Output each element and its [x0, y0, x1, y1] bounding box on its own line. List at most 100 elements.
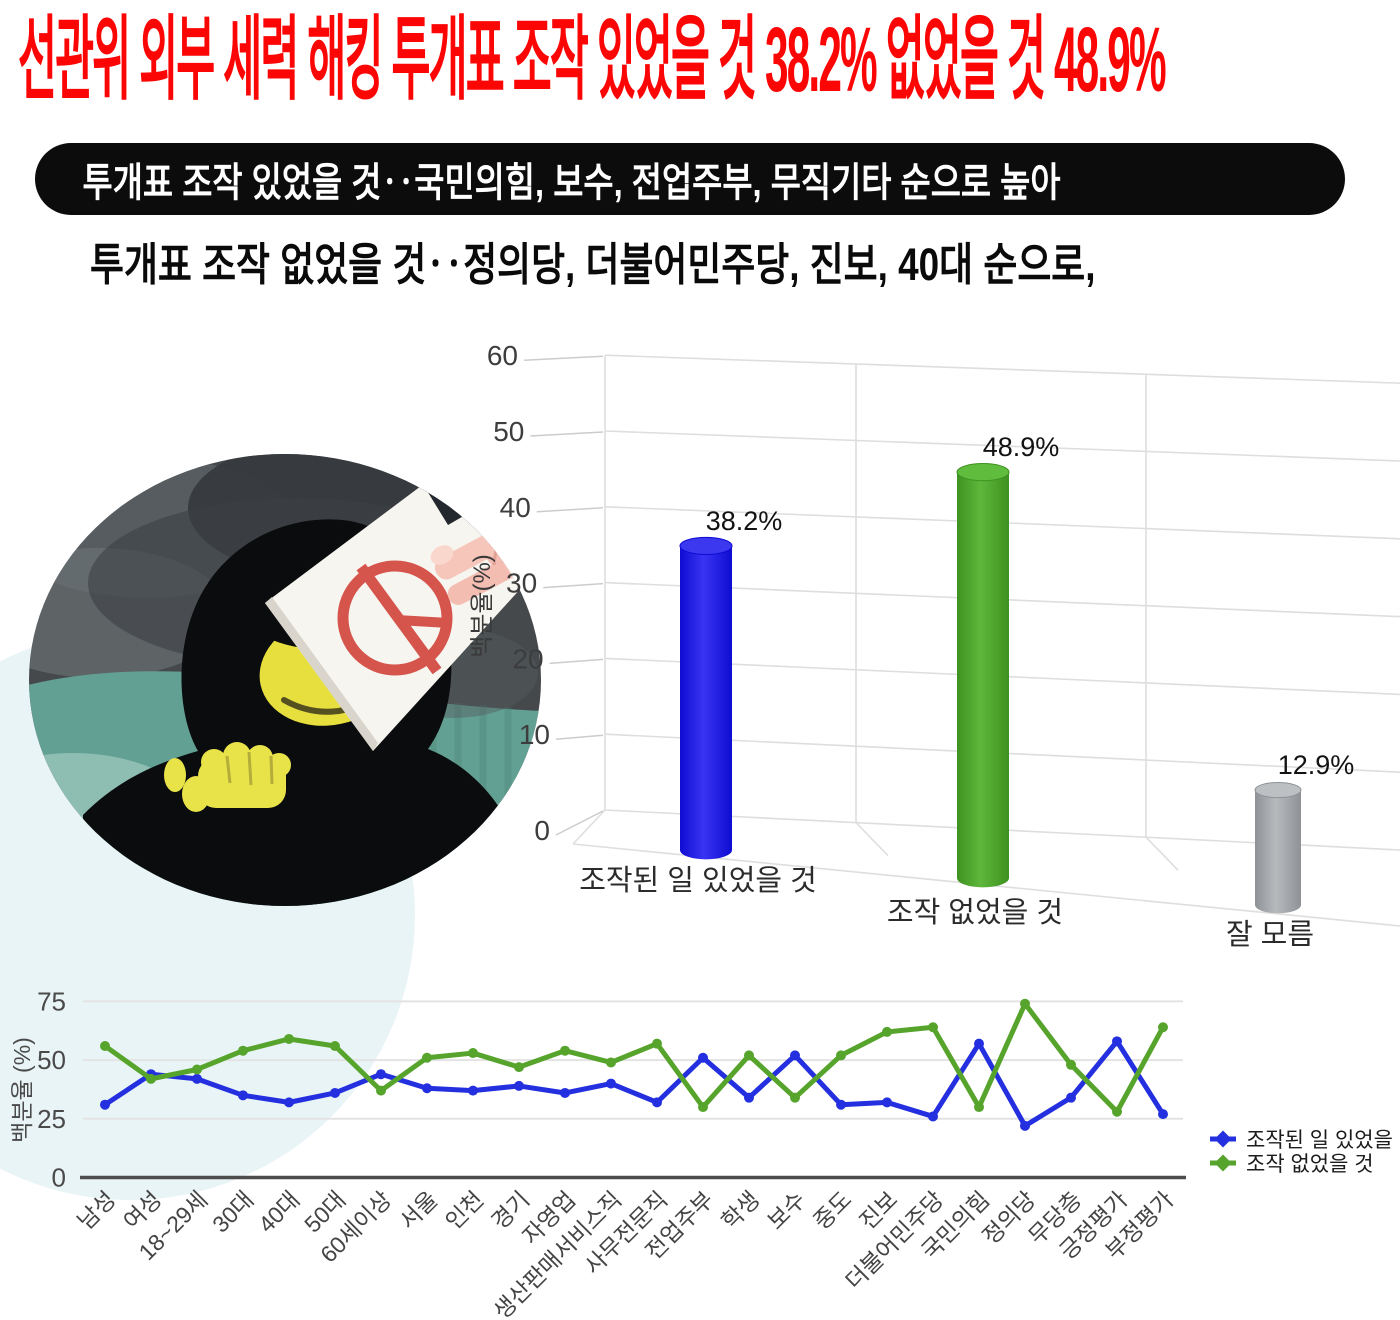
data-point — [422, 1052, 432, 1063]
y-tick-label: 20 — [512, 643, 543, 674]
y-tick — [549, 658, 604, 665]
data-point — [1020, 1120, 1030, 1131]
data-point — [974, 1102, 984, 1113]
cylinder-bar — [957, 472, 1009, 888]
data-point — [652, 1038, 662, 1049]
legend-label: 조작된 일 있었을 것 — [1246, 1129, 1400, 1152]
data-point — [652, 1097, 662, 1108]
y-tick-label: 40 — [500, 492, 531, 523]
data-point — [1066, 1059, 1076, 1070]
series-조작 없었을 것 — [100, 998, 1168, 1117]
line-y-axis-label: 백분율 (%) — [9, 1037, 35, 1143]
y-tick-label: 0 — [52, 1163, 66, 1193]
bar-value-label: 48.9% — [983, 432, 1060, 462]
data-point — [192, 1073, 202, 1084]
bar-category-label: 조작된 일 있었을 것 — [579, 865, 817, 897]
ballot-edge-shadow — [265, 597, 378, 751]
data-point — [836, 1099, 846, 1110]
y-tick-label: 75 — [37, 986, 66, 1016]
y-tick — [543, 582, 604, 589]
cylinder-top — [1254, 781, 1302, 799]
data-point — [974, 1038, 984, 1049]
data-point — [928, 1022, 938, 1033]
subtitle: 투개표 조작 없었을 것‥정의당, 더불어민주당, 진보, 40대 순으로, — [90, 239, 1096, 290]
data-point — [468, 1048, 478, 1059]
data-point — [698, 1052, 708, 1063]
data-point — [1020, 998, 1030, 1009]
data-point — [606, 1057, 616, 1068]
bar3d-y-axis-label: 백분율(%) — [469, 554, 496, 658]
data-point — [1158, 1022, 1168, 1033]
data-point — [468, 1085, 478, 1096]
x-category-label: 중도 — [808, 1186, 856, 1234]
data-point — [1158, 1109, 1168, 1120]
x-category-label: 보수 — [762, 1186, 810, 1234]
data-point — [192, 1064, 202, 1075]
series-line — [102, 1001, 1166, 1115]
data-point — [882, 1097, 892, 1108]
y-tick-label: 50 — [493, 416, 524, 447]
data-point — [698, 1102, 708, 1113]
data-point — [422, 1083, 432, 1094]
y-tick-label: 25 — [37, 1104, 66, 1134]
fist-finger-lines — [225, 751, 274, 786]
data-point — [284, 1097, 294, 1108]
data-point — [238, 1090, 248, 1101]
y-tick-label: 0 — [534, 815, 550, 846]
data-point — [514, 1080, 524, 1091]
y-tick-label: 10 — [519, 719, 550, 750]
data-point — [376, 1085, 386, 1096]
data-point — [836, 1050, 846, 1061]
cylinder-top — [956, 463, 1010, 482]
data-point — [1112, 1106, 1122, 1117]
data-point — [284, 1033, 294, 1044]
data-point — [100, 1041, 110, 1052]
x-category-label: 40대 — [253, 1186, 304, 1237]
data-point — [1112, 1036, 1122, 1047]
bar-value-label: 12.9% — [1278, 750, 1355, 780]
series-line — [102, 1038, 1166, 1129]
data-point — [882, 1026, 892, 1037]
data-point — [330, 1087, 340, 1098]
data-point — [790, 1050, 800, 1061]
data-point — [560, 1045, 570, 1056]
legend-marker-diamond — [1214, 1130, 1232, 1148]
x-category-label: 남성 — [72, 1186, 120, 1234]
bar3d-chart: 0 10 20 30 40 50 60 백분율(%) 38.2% 조작된 일 있었을 것 48.9%… — [469, 340, 1400, 951]
cylinder-bar — [1255, 790, 1301, 914]
y-tick-label: 60 — [487, 340, 518, 371]
y-tick-label: 30 — [506, 568, 537, 599]
banner-text: 투개표 조작 있었을 것‥국민의힘, 보수, 전업주부, 무직기타 순으로 높아 — [82, 161, 1061, 205]
data-point — [376, 1069, 386, 1080]
data-point — [744, 1050, 754, 1061]
hacker-ballot-illustration — [29, 454, 541, 906]
page-title: 선관위 외부 세력 해킹 투개표 조작 있었을 것 38.2% 없었을 것 48… — [18, 9, 1167, 111]
x-category-label: 서울 — [394, 1186, 442, 1234]
illustration-clip-group — [29, 454, 541, 906]
data-point — [790, 1092, 800, 1103]
x-category-label: 인천 — [440, 1186, 488, 1234]
y-tick — [555, 734, 604, 740]
banner: 투개표 조작 있었을 것‥국민의힘, 보수, 전업주부, 무직기타 순으로 높아 — [35, 143, 1345, 215]
data-point — [100, 1099, 110, 1110]
data-point — [606, 1078, 616, 1089]
cylinder-bar — [680, 545, 732, 860]
bar-category-label: 조작 없었을 것 — [887, 896, 1063, 929]
y-tick — [523, 355, 604, 361]
cylinder-top — [679, 536, 733, 556]
y-tick — [555, 810, 604, 836]
data-point — [1066, 1092, 1076, 1103]
data-point — [928, 1111, 938, 1122]
fist — [164, 742, 291, 812]
y-tick — [536, 507, 604, 513]
series-조작된 일 있었을 것 — [100, 1036, 1168, 1131]
prohibition-icon — [337, 560, 453, 676]
bar-category-label: 잘 모름 — [1226, 919, 1314, 951]
bar-value-label: 38.2% — [706, 506, 783, 536]
y-tick — [530, 431, 604, 437]
data-point — [330, 1041, 340, 1052]
data-point — [146, 1073, 156, 1084]
data-point — [238, 1045, 248, 1056]
